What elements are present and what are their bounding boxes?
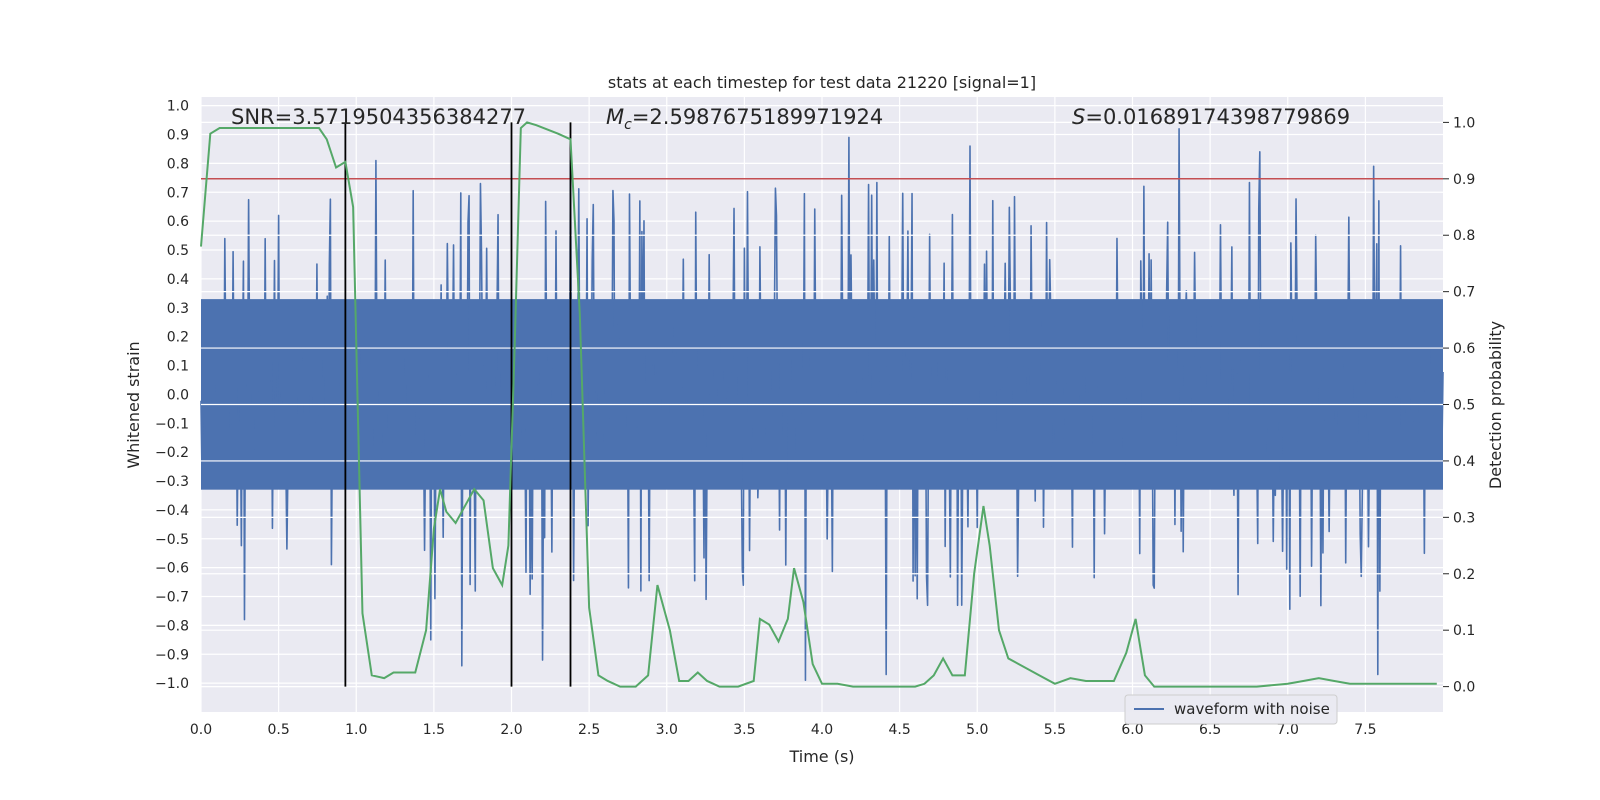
x-axis-label: Time (s) xyxy=(788,747,854,766)
x-tick-label: 1.5 xyxy=(423,722,445,738)
detection-probability-line xyxy=(200,121,1437,688)
left-y-tick-label: −0.6 xyxy=(155,561,189,577)
left-y-tick-label: −0.9 xyxy=(155,647,189,663)
left-y-tick-label: 0.5 xyxy=(167,243,189,259)
right-y-tick-label: 0.2 xyxy=(1453,567,1475,583)
x-tick-label: 7.5 xyxy=(1354,722,1376,738)
right-y-tick-label: 0.9 xyxy=(1453,172,1475,188)
chart-title: stats at each timestep for test data 212… xyxy=(608,73,1036,92)
left-y-tick-label: −0.7 xyxy=(155,590,189,606)
left-y-tick-label: 0.6 xyxy=(167,214,189,230)
x-tick-label: 0.0 xyxy=(190,722,212,738)
left-y-tick-label: 0.4 xyxy=(167,272,189,288)
x-tick-label: 0.5 xyxy=(267,722,289,738)
left-y-axis-ticks: 1.0 0.9 0.8 0.7 0.6 0.5 0.4 0.3 0.2 0.1 0.0 −0.1 −0.… xyxy=(155,99,189,692)
right-y-tick-label: 1.0 xyxy=(1453,115,1475,131)
left-y-tick-label: −0.5 xyxy=(155,532,189,548)
left-y-tick-label: −0.8 xyxy=(155,618,189,634)
x-tick-label: 5.5 xyxy=(1044,722,1066,738)
chirp-mass-annotation: Mc=2.5987675189971924 xyxy=(606,105,883,133)
s-value: =0.01689174398779869 xyxy=(1085,105,1350,129)
x-tick-label: 4.5 xyxy=(888,722,910,738)
left-y-tick-label: 0.3 xyxy=(167,301,189,317)
right-y-tick-label: 0.8 xyxy=(1453,228,1475,244)
x-tick-label: 5.0 xyxy=(966,722,988,738)
left-y-tick-label: 0.1 xyxy=(167,359,189,375)
left-y-tick-label: 0.7 xyxy=(167,185,189,201)
legend: waveform with noise xyxy=(1124,694,1338,725)
left-y-tick-label: −1.0 xyxy=(155,676,189,692)
chirp-mass-symbol: M xyxy=(606,105,624,129)
s-annotation: S=0.01689174398779869 xyxy=(1072,105,1350,129)
right-y-tick-label: 0.3 xyxy=(1453,510,1475,526)
right-y-tick-label: 0.0 xyxy=(1453,680,1475,696)
left-y-axis-label: Whitened strain xyxy=(124,341,143,468)
waveform-series xyxy=(200,127,1444,682)
x-tick-label: 3.0 xyxy=(656,722,678,738)
s-symbol: S xyxy=(1072,105,1085,129)
x-tick-label: 1.0 xyxy=(345,722,367,738)
chirp-mass-value: =2.5987675189971924 xyxy=(632,105,883,129)
right-y-tick-label: 0.1 xyxy=(1453,623,1475,639)
left-y-tick-label: 1.0 xyxy=(167,99,189,115)
waveform-trace xyxy=(200,127,1444,682)
right-y-tick-label: 0.7 xyxy=(1453,285,1475,301)
right-y-axis-label: Detection probability xyxy=(1486,321,1505,489)
x-tick-label: 2.5 xyxy=(578,722,600,738)
snr-annotation: SNR=3.5719504356384277 xyxy=(231,105,526,129)
x-axis-ticks: 0.0 0.5 1.0 1.5 2.0 2.5 3.0 3.5 4.0 4.5 5.0 5.5 6.0 6… xyxy=(190,722,1377,738)
x-tick-label: 4.0 xyxy=(811,722,833,738)
right-y-tick-label: 0.5 xyxy=(1453,398,1475,414)
chirp-mass-subscript: c xyxy=(624,117,632,133)
legend-box xyxy=(1124,694,1338,725)
vertical-markers xyxy=(344,122,572,687)
left-y-tick-label: 0.9 xyxy=(167,128,189,144)
left-y-tick-label: −0.2 xyxy=(155,445,189,461)
left-y-tick-label: 0.2 xyxy=(167,330,189,346)
x-tick-label: 3.5 xyxy=(733,722,755,738)
left-y-tick-label: 0.0 xyxy=(167,387,189,403)
right-y-tick-label: 0.4 xyxy=(1453,454,1475,470)
right-y-tick-label: 0.6 xyxy=(1453,341,1475,357)
left-y-tick-label: −0.1 xyxy=(155,416,189,432)
left-y-tick-label: −0.4 xyxy=(155,503,189,519)
x-tick-label: 7.0 xyxy=(1277,722,1299,738)
x-tick-label: 6.0 xyxy=(1121,722,1143,738)
right-y-axis-ticks: 1.0 0.9 0.8 0.7 0.6 0.5 0.4 0.3 0.2 0.1 0.0 xyxy=(1443,115,1475,696)
left-y-tick-label: −0.3 xyxy=(155,474,189,490)
left-y-tick-label: 0.8 xyxy=(167,156,189,172)
x-tick-label: 6.5 xyxy=(1199,722,1221,738)
x-tick-label: 2.0 xyxy=(500,722,522,738)
legend-label: waveform with noise xyxy=(1174,700,1330,718)
